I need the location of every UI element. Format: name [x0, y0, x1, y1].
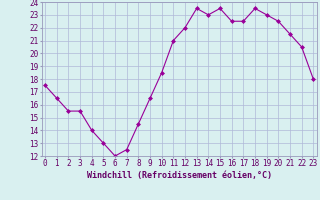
X-axis label: Windchill (Refroidissement éolien,°C): Windchill (Refroidissement éolien,°C) — [87, 171, 272, 180]
